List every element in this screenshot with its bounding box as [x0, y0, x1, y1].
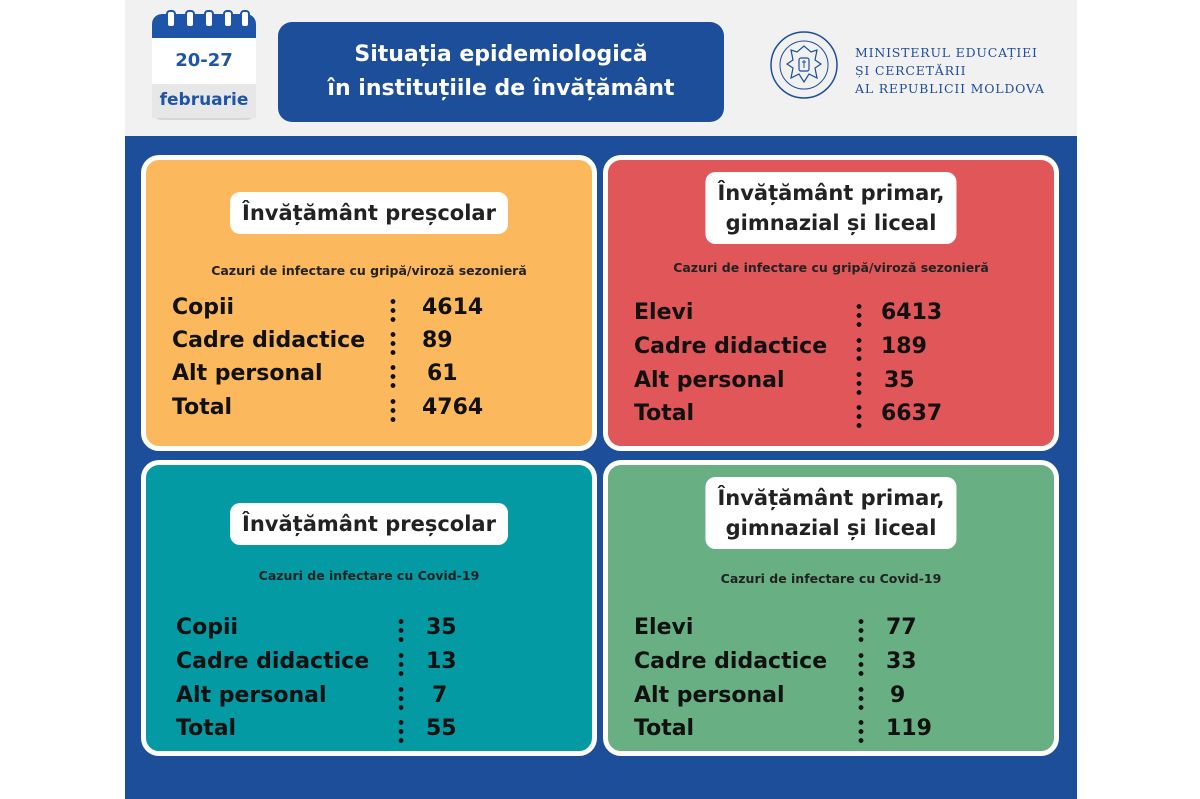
dots-divider [858, 651, 864, 679]
stat-label: Elevi [634, 300, 694, 325]
calendar-icon: 20-27 februarie [152, 10, 256, 118]
dots-divider [390, 397, 396, 425]
stat-label: Cadre didactice [634, 334, 828, 359]
infographic: 20-27 februarie Situația epidemiologică … [125, 0, 1077, 799]
stat-value: 13 [426, 649, 457, 674]
stat-value: 189 [881, 334, 927, 359]
stat-label: Copii [176, 615, 239, 640]
panel-heading-line: Învățământ primar, [717, 181, 945, 205]
calendar-ring [240, 10, 250, 28]
panel-heading-line: Învățământ preșcolar [242, 201, 496, 225]
dots-divider [398, 685, 404, 713]
dots-divider [390, 363, 396, 391]
stat-value: 35 [426, 615, 457, 640]
panel-heading: Învățământ primar, gimnazial și liceal [705, 172, 957, 244]
panel-heading-line: gimnazial și liceal [725, 516, 937, 540]
stat-value: 35 [884, 368, 915, 393]
stat-label: Alt personal [634, 683, 785, 708]
panel-primary-flu: Învățământ primar, gimnazial și liceal C… [603, 155, 1059, 451]
dots-divider [398, 718, 404, 746]
dots-divider [390, 330, 396, 358]
ministry-line-2: ȘI CERCETĂRII [855, 63, 967, 78]
dots-divider [856, 370, 862, 398]
dots-divider [858, 685, 864, 713]
stat-label: Total [634, 401, 695, 426]
dots-divider [856, 403, 862, 431]
calendar-ring [185, 10, 195, 28]
title-box: Situația epidemiologică în instituțiile … [278, 22, 724, 122]
calendar-ring [204, 10, 214, 28]
stat-label: Alt personal [172, 361, 323, 386]
stat-value: 33 [886, 649, 917, 674]
dots-divider [858, 617, 864, 645]
calendar-ring [166, 10, 176, 28]
dots-divider [856, 336, 862, 364]
dots-divider [398, 651, 404, 679]
title-line-2: în instituțiile de învățământ [327, 76, 675, 101]
stat-value: 4764 [422, 395, 484, 420]
dots-divider [858, 718, 864, 746]
stat-label: Cadre didactice [172, 328, 366, 353]
stat-label: Total [634, 716, 695, 741]
coat-of-arms-seal-icon [770, 31, 838, 99]
stat-value: 7 [432, 683, 448, 708]
panel-heading-line: gimnazial și liceal [725, 211, 937, 235]
panel-heading: Învățământ preșcolar [230, 192, 508, 234]
panel-preschool-covid: Învățământ preșcolar Cazuri de infectare… [141, 460, 597, 756]
month: februarie [159, 90, 249, 110]
stat-label: Total [176, 716, 237, 741]
panel-heading-line: Învățământ preșcolar [242, 512, 496, 536]
stat-label: Elevi [634, 615, 694, 640]
panel-subtitle: Cazuri de infectare cu Covid-19 [720, 571, 942, 586]
stat-value: 61 [427, 361, 458, 386]
stat-value: 6413 [881, 300, 943, 325]
panel-preschool-flu: Învățământ preșcolar Cazuri de infectare… [141, 155, 597, 451]
ministry-name: MINISTERUL EDUCAȚIEI ȘI CERCETĂRII AL RE… [855, 44, 1045, 98]
panel-subtitle: Cazuri de infectare cu gripă/viroză sezo… [211, 263, 527, 278]
stat-value: 9 [890, 683, 906, 708]
panel-heading: Învățământ preșcolar [230, 503, 508, 545]
panel-heading-line: Învățământ primar, [717, 486, 945, 510]
stat-label: Cadre didactice [176, 649, 370, 674]
stat-value: 4614 [422, 295, 484, 320]
stat-value: 55 [426, 716, 457, 741]
ministry-line-3: AL REPUBLICII MOLDOVA [855, 81, 1045, 96]
stat-value: 6637 [881, 401, 943, 426]
stat-label: Copii [172, 295, 235, 320]
calendar-ring [223, 10, 233, 28]
stat-value: 77 [886, 615, 917, 640]
panel-heading: Învățământ primar, gimnazial și liceal [705, 477, 957, 549]
header: 20-27 februarie Situația epidemiologică … [125, 0, 1077, 136]
stat-label: Total [172, 395, 233, 420]
panel-primary-covid: Învățământ primar, gimnazial și liceal C… [603, 460, 1059, 756]
panel-subtitle: Cazuri de infectare cu gripă/viroză sezo… [673, 260, 989, 275]
dots-divider [398, 617, 404, 645]
title-line-1: Situația epidemiologică [354, 42, 648, 67]
stat-label: Cadre didactice [634, 649, 828, 674]
stat-label: Alt personal [176, 683, 327, 708]
stat-value: 89 [422, 328, 453, 353]
stat-label: Alt personal [634, 368, 785, 393]
dots-divider [856, 302, 862, 330]
ministry-logo: MINISTERUL EDUCAȚIEI ȘI CERCETĂRII AL RE… [765, 30, 1065, 114]
calendar-bar [152, 84, 256, 118]
dots-divider [390, 297, 396, 325]
ministry-line-1: MINISTERUL EDUCAȚIEI [855, 45, 1038, 60]
panel-subtitle: Cazuri de infectare cu Covid-19 [258, 568, 480, 583]
stat-value: 119 [886, 716, 932, 741]
date-range: 20-27 [175, 50, 233, 71]
